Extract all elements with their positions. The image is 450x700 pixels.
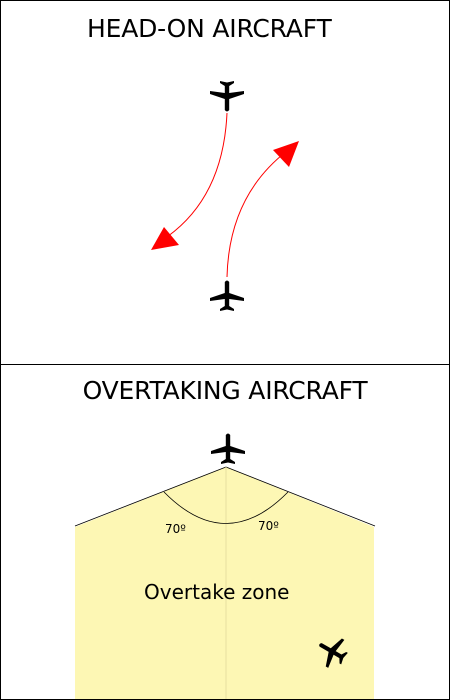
overtake-zone xyxy=(75,467,374,699)
overtaking-panel: 70º 70º Overtake zone OVERTAKING AIRCRAF… xyxy=(0,364,450,700)
airplane-icon xyxy=(211,433,245,464)
zone-label: Overtake zone xyxy=(144,580,289,604)
angle-arc xyxy=(163,491,289,524)
overtaking-title: OVERTAKING AIRCRAFT xyxy=(82,376,368,405)
turn-right-arrowhead xyxy=(151,227,179,250)
airplane-icon xyxy=(210,280,244,311)
head-on-panel: HEAD-ON AIRCRAFT xyxy=(0,0,450,365)
angle-label-right: 70º xyxy=(258,519,279,533)
head-on-diagram xyxy=(151,81,299,311)
zone-boundary-left xyxy=(74,466,227,527)
turn-right-arrow-line xyxy=(160,112,228,242)
head-on-title: HEAD-ON AIRCRAFT xyxy=(87,14,332,43)
turn-right-arrowhead-2 xyxy=(273,141,299,167)
zone-boundary-right xyxy=(225,466,376,527)
angle-label-left: 70º xyxy=(165,522,186,536)
overtaking-diagram: 70º 70º Overtake zone xyxy=(74,433,376,699)
airplane-icon xyxy=(210,81,244,112)
turn-right-arrow-line-2 xyxy=(226,150,288,278)
